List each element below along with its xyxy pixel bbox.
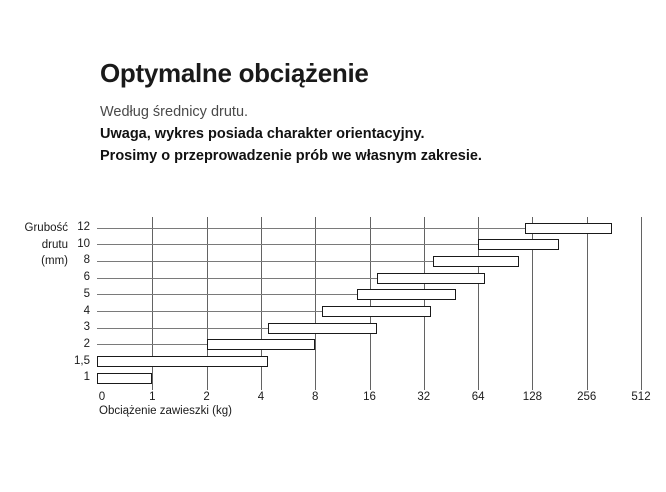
- x-axis-title: Obciążenie zawieszki (kg): [99, 405, 232, 417]
- y-tick-label: 8: [83, 254, 90, 267]
- x-tick-label: 2: [203, 391, 210, 403]
- grid-vline: [423, 217, 425, 390]
- grid-hline: [97, 244, 479, 246]
- chart-subtitle: Według średnicy drutu.: [100, 104, 249, 120]
- grid-vline: [206, 217, 208, 390]
- x-tick-label: 4: [257, 391, 265, 403]
- grid-hline: [97, 311, 322, 312]
- warning-line-1: Uwaga, wykres posiada charakter orientac…: [100, 126, 425, 142]
- y-tick-label: 10: [77, 237, 90, 250]
- grid-hline: [97, 277, 377, 279]
- y-axis-title-line: drutu: [41, 238, 68, 251]
- y-tick-label: 6: [83, 271, 90, 284]
- grid-hline: [97, 344, 207, 346]
- grid-hline: [97, 327, 269, 329]
- y-tick-label: 2: [83, 337, 90, 350]
- load-range-bar: [525, 222, 613, 234]
- grid-hline: [97, 294, 358, 296]
- load-range-bar: [206, 339, 316, 351]
- y-tick-label: 5: [83, 287, 90, 300]
- grid-vline: [641, 217, 642, 390]
- load-range-bar: [97, 356, 269, 368]
- x-tick-label: 512: [631, 391, 651, 403]
- x-tick-label: 8: [311, 391, 319, 403]
- y-tick-label: 12: [77, 221, 90, 233]
- grid-vline: [152, 217, 154, 390]
- y-axis-title: Grubość drutu (mm): [0, 220, 68, 270]
- x-tick-label: 128: [522, 391, 542, 403]
- load-range-bar: [433, 255, 520, 267]
- grid-hline: [97, 227, 526, 229]
- grid-vline: [478, 217, 480, 390]
- x-tick-label: 16: [363, 391, 376, 403]
- y-tick-label: 1,5: [74, 354, 90, 367]
- grid-vline: [369, 217, 371, 390]
- load-range-bar: [478, 239, 560, 251]
- x-tick-label: 0: [98, 391, 106, 403]
- grid-vline: [315, 217, 317, 390]
- grid-vline: [260, 217, 262, 390]
- warning-line-2: Prosimy o przeprowadzenie prób we własny…: [100, 148, 482, 164]
- load-range-bar: [377, 272, 486, 284]
- y-tick-label: 1: [83, 371, 90, 384]
- y-tick-label: 4: [83, 304, 90, 317]
- y-tick-label: 3: [83, 321, 90, 334]
- load-range-bar: [97, 372, 153, 384]
- page-title: Optymalne obciążenie: [100, 58, 369, 88]
- y-axis-title-line: (mm): [41, 255, 68, 268]
- grid-vline: [532, 217, 534, 390]
- x-tick-label: 32: [417, 391, 431, 403]
- grid-hline: [97, 260, 433, 262]
- load-range-bar: [357, 289, 457, 301]
- load-range-bar: [321, 306, 431, 317]
- x-tick-label: 1: [149, 391, 156, 403]
- load-range-bar: [268, 322, 377, 334]
- x-tick-label: 64: [471, 391, 485, 403]
- x-tick-label: 256: [577, 391, 597, 403]
- grid-vline: [586, 217, 588, 390]
- y-axis-title-line: Grubość: [24, 222, 68, 234]
